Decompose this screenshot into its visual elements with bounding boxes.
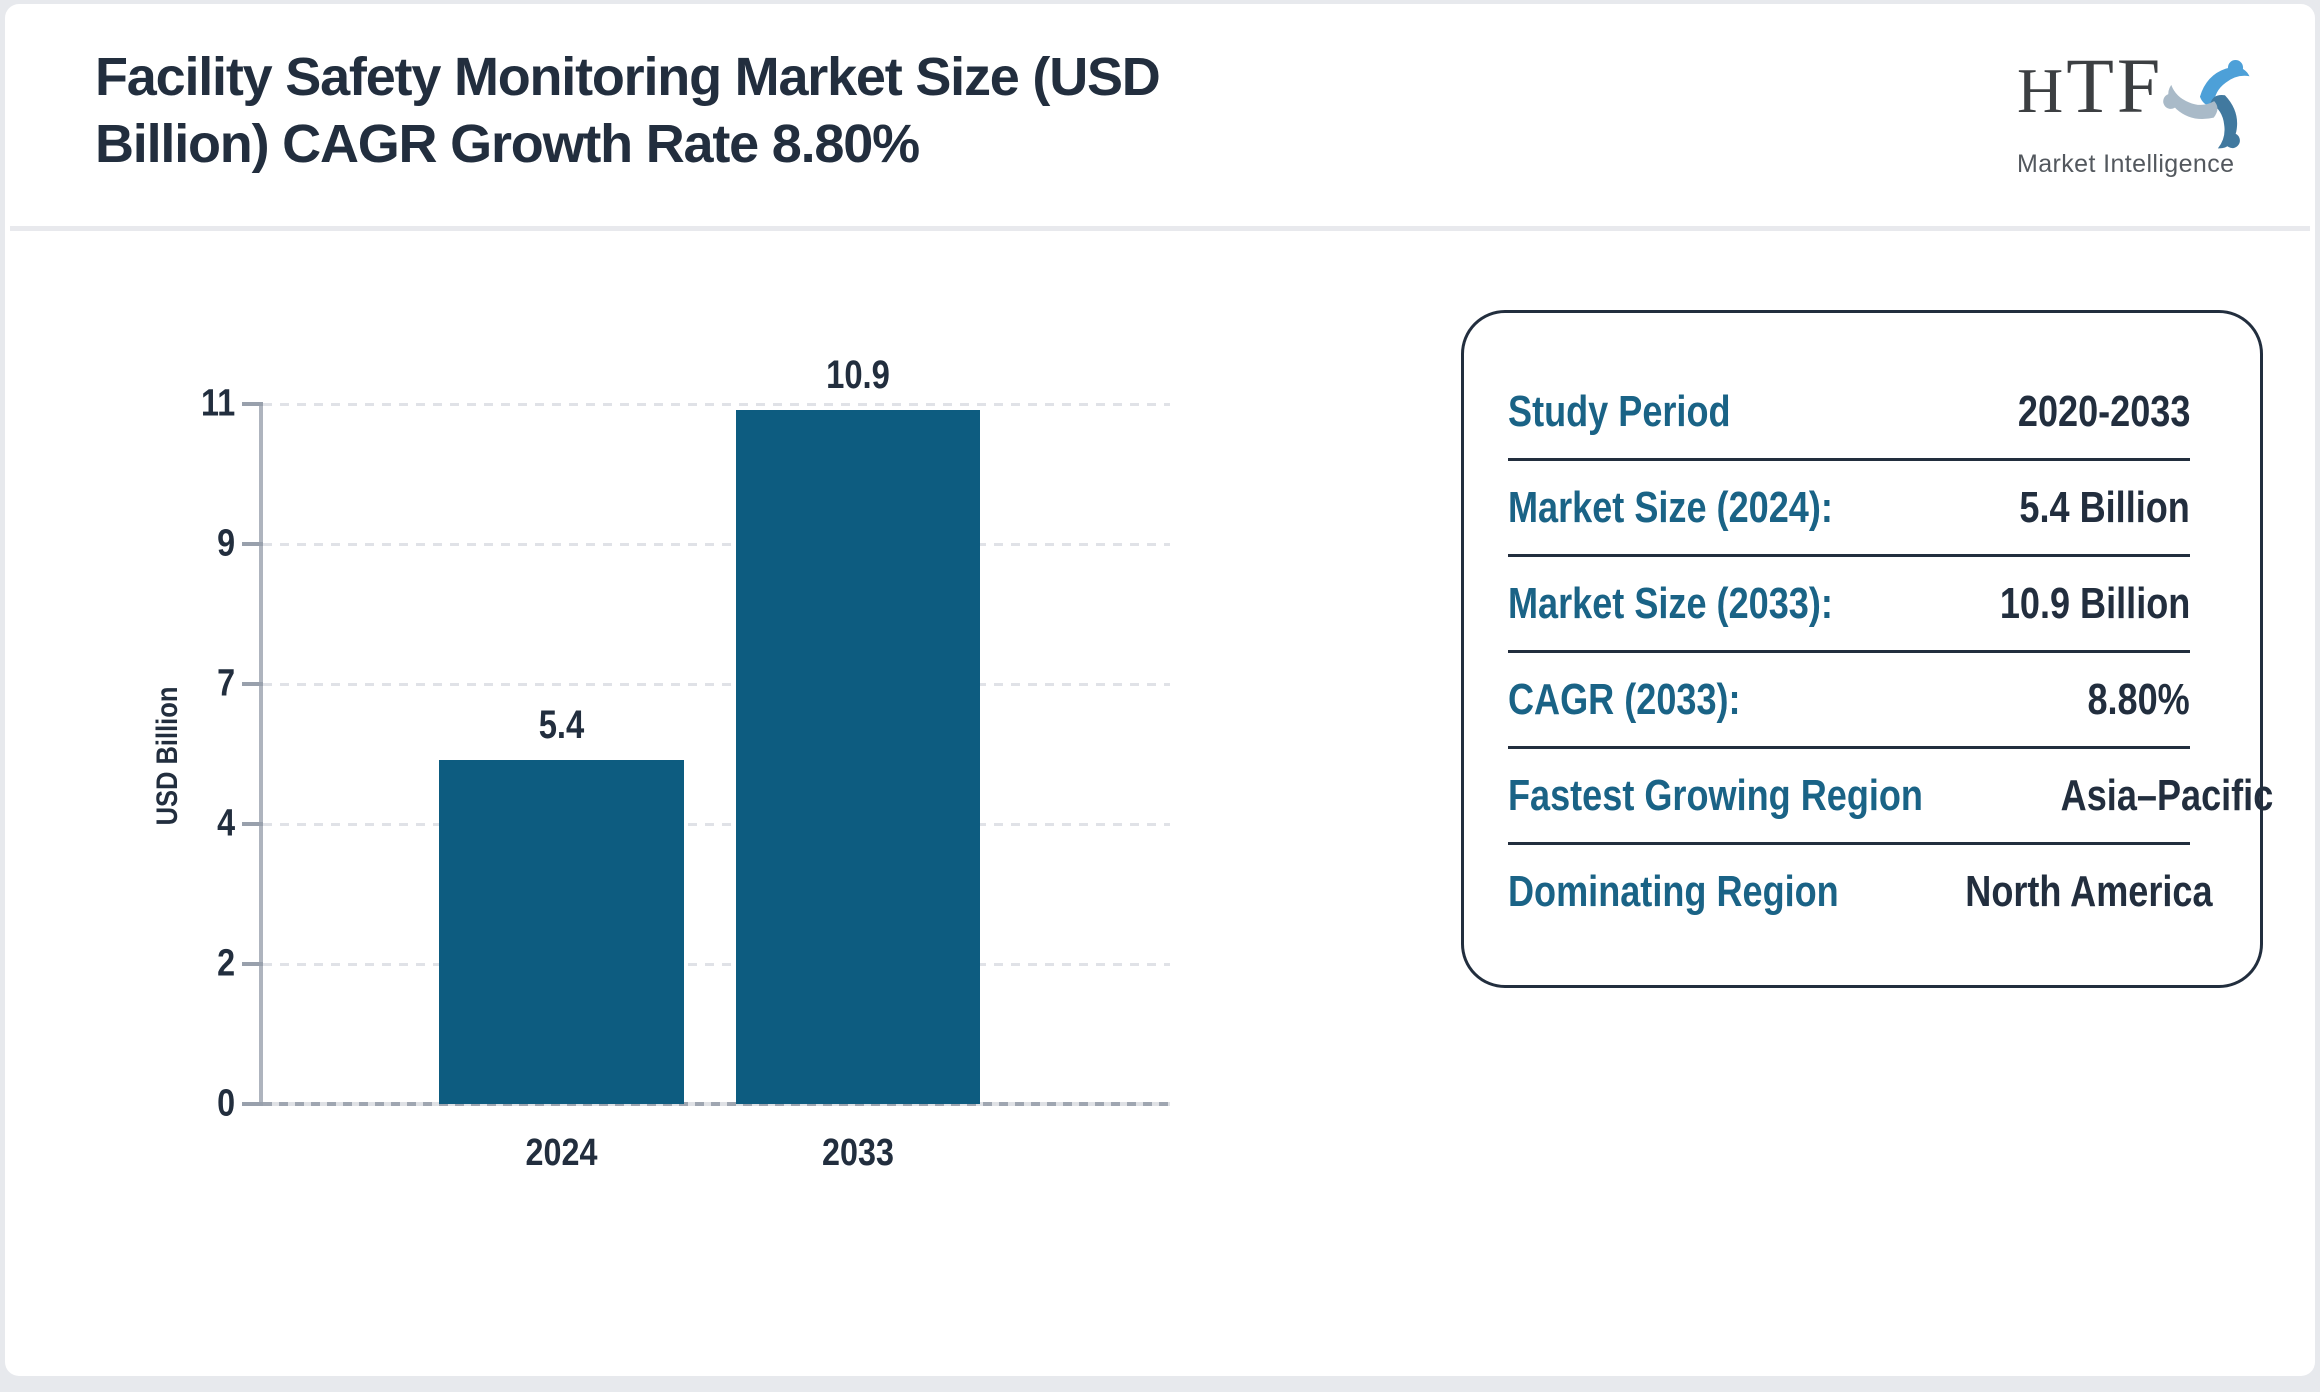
info-row-market-size-2024: Market Size (2024): 5.4 Billion	[1508, 461, 2190, 557]
y-tick-label: 4	[217, 802, 235, 845]
y-tick-label: 9	[217, 522, 235, 565]
page-title: Facility Safety Monitoring Market Size (…	[95, 44, 1355, 178]
tick-mark	[242, 402, 263, 406]
info-value: 5.4 Billion	[2019, 482, 2190, 532]
y-tick-label: 11	[200, 382, 235, 425]
x-tick-label-2024: 2024	[525, 1132, 598, 1174]
info-label: Study Period	[1508, 386, 1731, 436]
gridline	[263, 963, 1170, 966]
tick-mark	[242, 962, 263, 966]
info-value: 8.80%	[2087, 674, 2190, 724]
logo-letter-h: H	[2017, 55, 2067, 126]
y-tick-label: 7	[217, 662, 235, 705]
info-label: Fastest Growing Region	[1508, 770, 1923, 820]
info-row-fastest-growing-region: Fastest Growing Region Asia–Pacific	[1508, 749, 2273, 845]
gridline	[263, 683, 1170, 686]
info-label: CAGR (2033):	[1508, 674, 1741, 724]
bar-value-label: 5.4	[538, 703, 585, 748]
bar-value-label: 10.9	[826, 353, 890, 398]
y-tick-label: 2	[217, 942, 235, 985]
content-card: Facility Safety Monitoring Market Size (…	[5, 4, 2315, 1376]
y-tick-label: 0	[217, 1082, 235, 1125]
tick-mark	[242, 682, 263, 686]
y-axis-line	[259, 402, 263, 1106]
info-value: 2020-2033	[2017, 386, 2190, 436]
info-value: Asia–Pacific	[2060, 770, 2274, 820]
gridline	[263, 823, 1170, 826]
bar-2033: 10.9	[736, 353, 980, 1104]
tick-mark	[242, 822, 263, 826]
info-label: Dominating Region	[1508, 866, 1839, 916]
x-tick-label-2033: 2033	[822, 1132, 894, 1174]
logo-letters-tf: TF	[2066, 42, 2164, 129]
tick-mark	[242, 1102, 263, 1106]
info-row-cagr: CAGR (2033): 8.80%	[1508, 653, 2190, 749]
info-label: Market Size (2024):	[1508, 482, 1833, 532]
info-panel: Study Period 2020-2033 Market Size (2024…	[1461, 310, 2273, 988]
tick-mark	[242, 542, 263, 546]
title-line-2: Billion) CAGR Growth Rate 8.80%	[95, 114, 920, 174]
bar-2024: 5.4	[439, 703, 684, 1104]
title-line-1: Facility Safety Monitoring Market Size (…	[95, 47, 1161, 107]
gridline	[263, 403, 1170, 406]
logo-swirl-icon	[2163, 60, 2250, 149]
x-axis-line	[263, 1102, 1170, 1106]
info-value: North America	[1965, 866, 2213, 916]
info-row-market-size-2033: Market Size (2033): 10.9 Billion	[1508, 557, 2190, 653]
header-divider	[10, 226, 2310, 231]
info-row-study-period: Study Period 2020-2033	[1508, 365, 2190, 461]
logo-tagline: Market Intelligence	[2017, 150, 2235, 178]
info-label: Market Size (2033):	[1508, 578, 1833, 628]
logo-row: HTF	[2017, 34, 2267, 162]
bar-chart: 11 9 7 4 2	[201, 353, 1170, 1174]
gridline	[263, 543, 1170, 546]
logo-text: HTF	[2017, 34, 2163, 143]
info-row-dominating-region: Dominating Region North America	[1508, 845, 2213, 938]
y-axis-title: USD Billion	[151, 686, 184, 826]
brand-logo: HTF	[2017, 34, 2267, 179]
info-value: 10.9 Billion	[1999, 578, 2190, 628]
